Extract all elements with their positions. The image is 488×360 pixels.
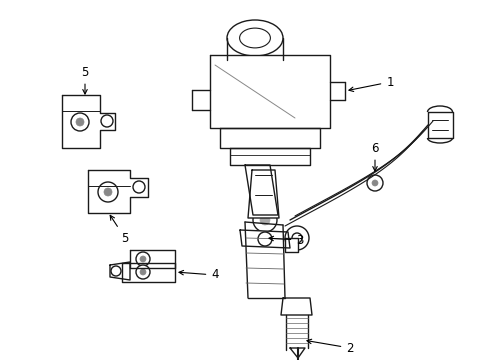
Polygon shape [229, 148, 309, 165]
Polygon shape [289, 348, 305, 358]
Polygon shape [285, 238, 297, 252]
Text: 6: 6 [370, 141, 378, 171]
Polygon shape [62, 95, 115, 148]
Circle shape [71, 113, 89, 131]
Polygon shape [122, 263, 175, 282]
Circle shape [98, 182, 118, 202]
Circle shape [101, 115, 113, 127]
Text: 1: 1 [348, 76, 393, 91]
Text: 4: 4 [179, 269, 218, 282]
Circle shape [111, 266, 121, 276]
Text: 5: 5 [110, 215, 128, 244]
Circle shape [371, 180, 377, 186]
Polygon shape [220, 128, 319, 148]
Text: 2: 2 [306, 339, 353, 355]
Circle shape [76, 118, 84, 126]
Text: 3: 3 [268, 234, 303, 247]
Polygon shape [130, 250, 175, 268]
Circle shape [140, 256, 146, 262]
Circle shape [258, 232, 271, 246]
Circle shape [285, 226, 308, 250]
Polygon shape [281, 298, 311, 315]
Circle shape [136, 265, 150, 279]
Polygon shape [110, 262, 130, 280]
Circle shape [104, 188, 112, 196]
Circle shape [140, 269, 146, 275]
Text: 5: 5 [81, 66, 88, 94]
Polygon shape [88, 170, 148, 213]
Circle shape [133, 181, 145, 193]
Polygon shape [427, 112, 452, 138]
Polygon shape [209, 55, 329, 128]
Circle shape [136, 252, 150, 266]
Circle shape [252, 208, 276, 232]
Circle shape [366, 175, 382, 191]
Polygon shape [244, 165, 278, 215]
Circle shape [291, 233, 302, 243]
Polygon shape [247, 170, 279, 218]
Polygon shape [240, 230, 289, 248]
Circle shape [260, 215, 269, 225]
